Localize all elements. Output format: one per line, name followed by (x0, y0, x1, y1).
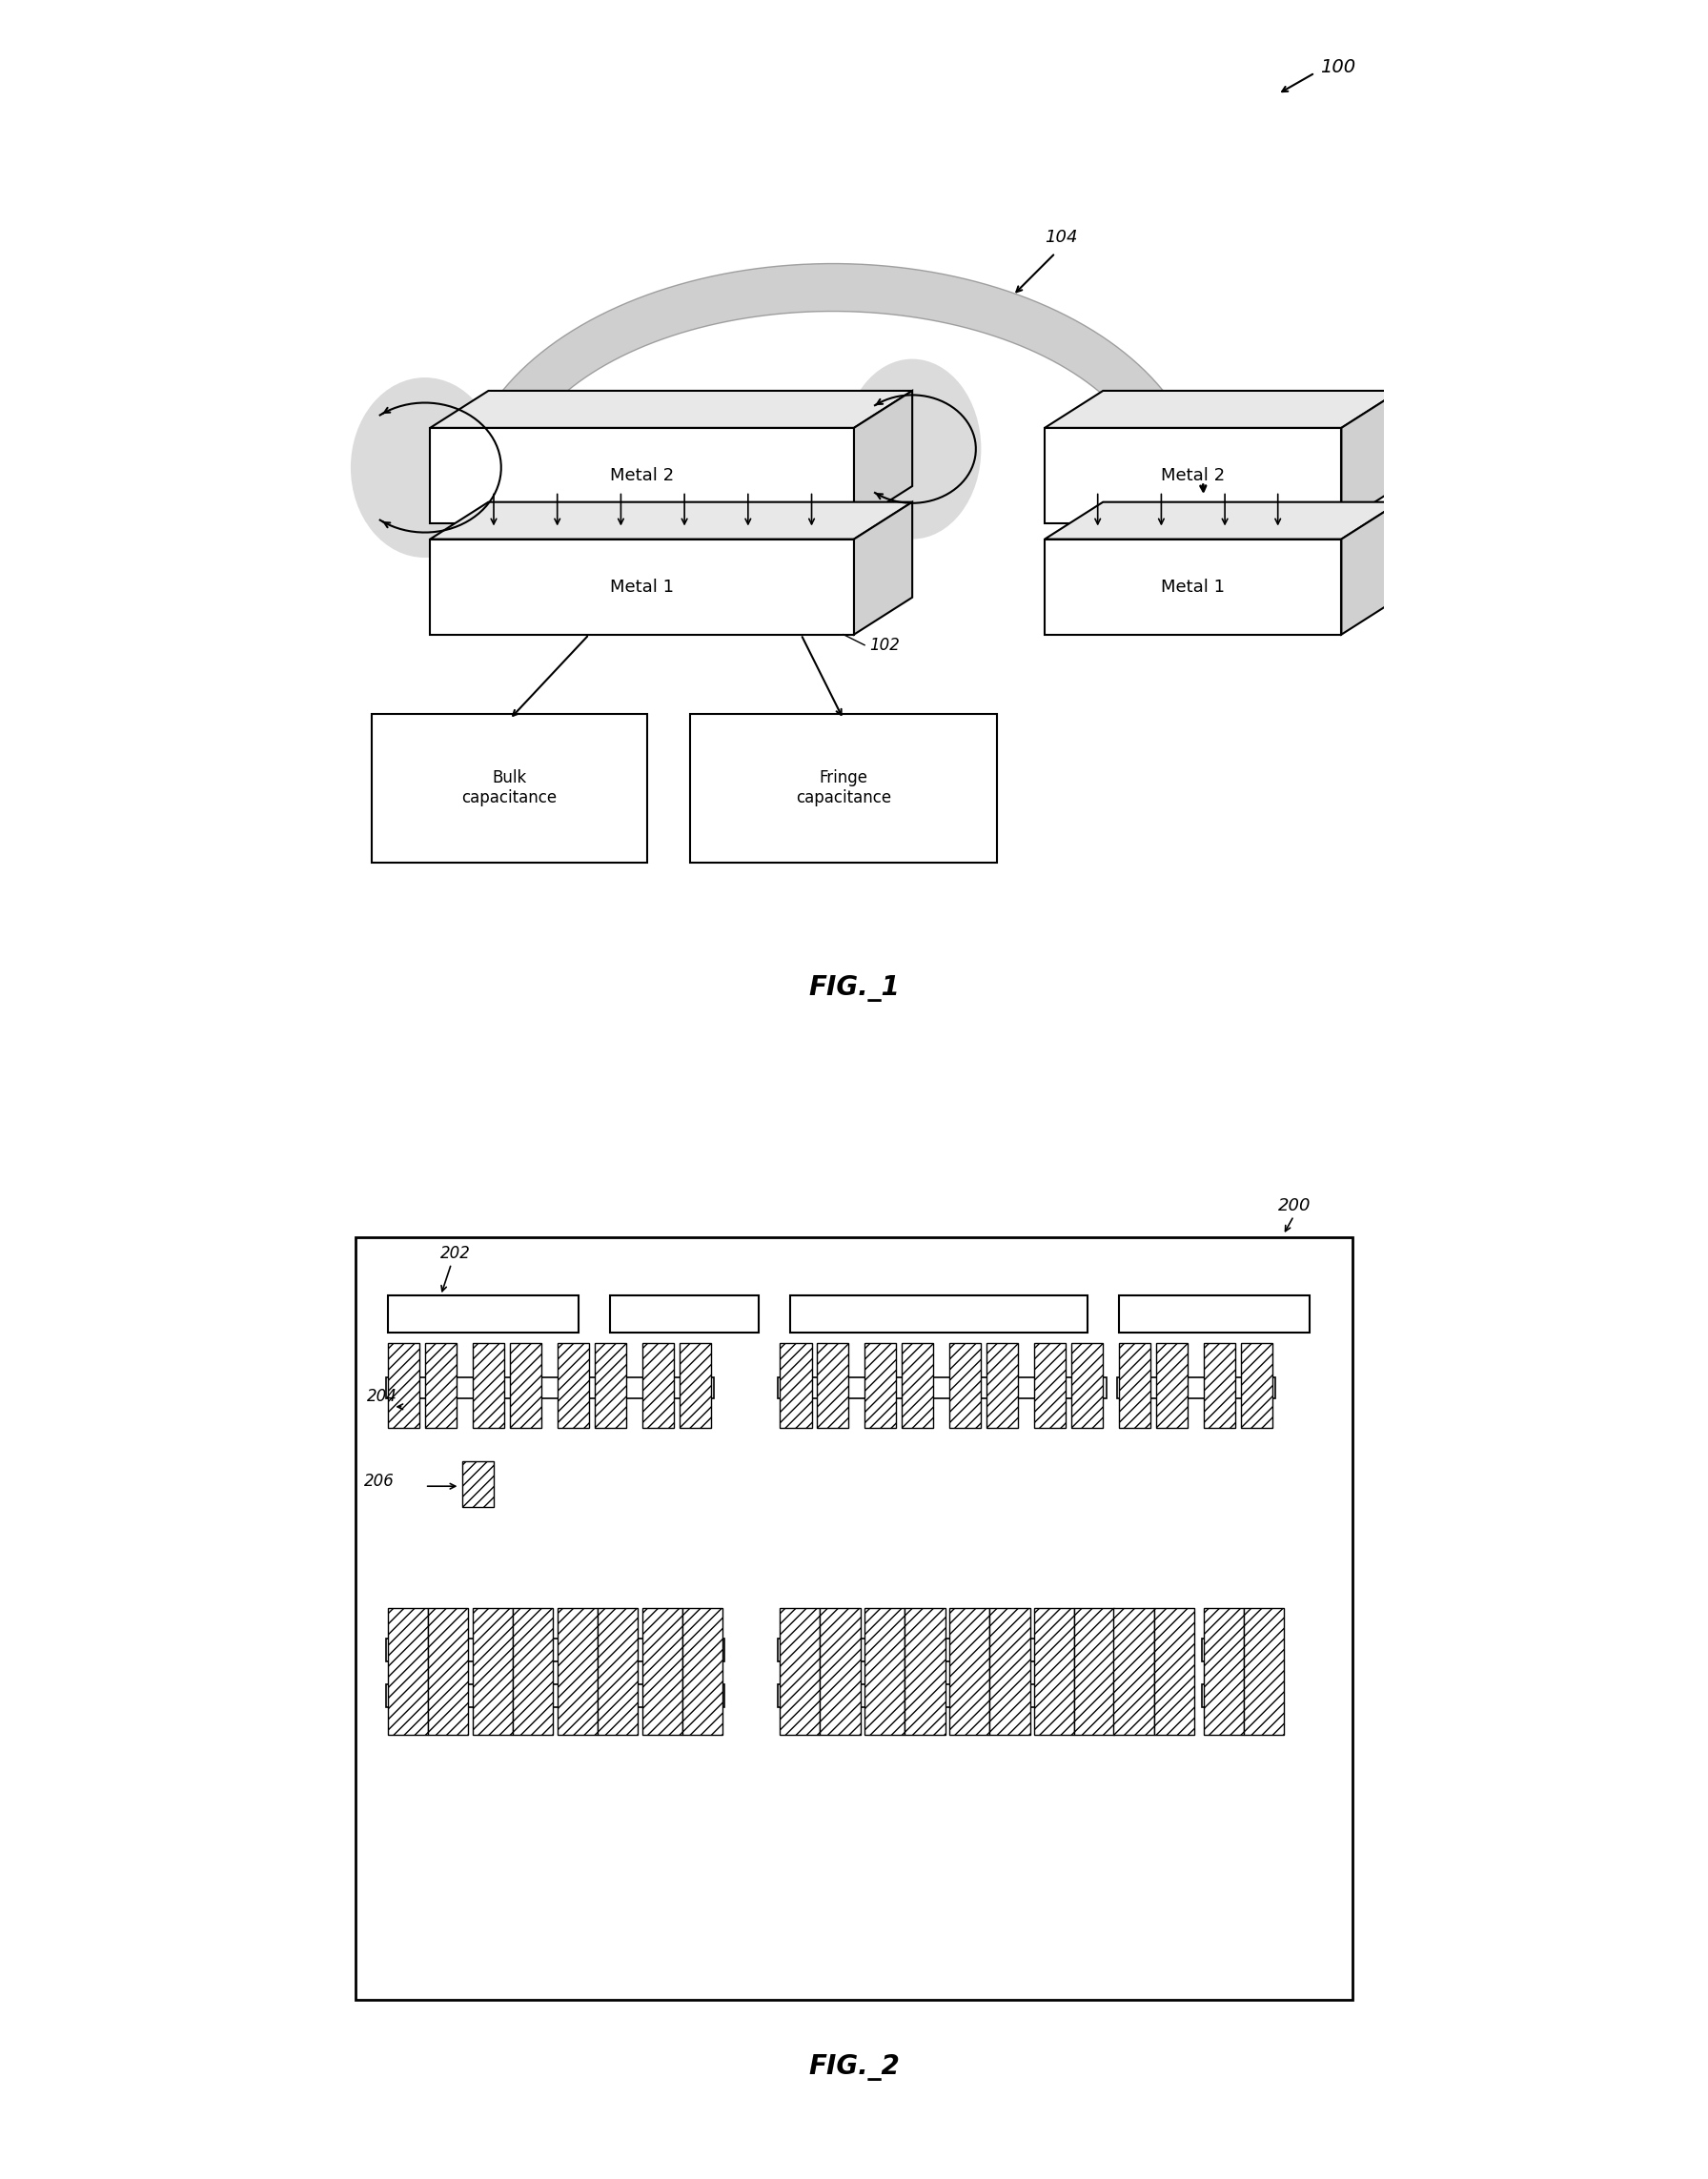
Bar (642, 1342, 675, 1427)
Bar (1119, 1342, 1151, 1427)
Bar (610, 1297, 758, 1334)
Text: FIG._2: FIG._2 (808, 2055, 900, 2081)
Text: 100: 100 (1320, 59, 1356, 76)
Bar (461, 1460, 494, 1508)
Bar (864, 1608, 905, 1734)
Polygon shape (854, 501, 912, 634)
Bar (642, 1608, 681, 1734)
Bar (950, 1342, 980, 1427)
Bar (1201, 1684, 1281, 1708)
Bar (681, 1608, 722, 1734)
Bar (388, 1297, 579, 1334)
Bar (1204, 1342, 1235, 1427)
Bar (1071, 1342, 1103, 1427)
Text: Metal 2: Metal 2 (1161, 466, 1225, 484)
Bar (386, 1639, 724, 1663)
Bar (473, 1342, 504, 1427)
Polygon shape (1045, 538, 1341, 634)
Bar (987, 1342, 1018, 1427)
Text: 102: 102 (869, 636, 900, 654)
Bar (388, 1608, 429, 1734)
Polygon shape (1341, 501, 1401, 634)
Text: FIG._1: FIG._1 (808, 974, 900, 1002)
Bar (680, 1342, 711, 1427)
Bar (1114, 1608, 1155, 1734)
FancyBboxPatch shape (372, 715, 647, 863)
Bar (557, 1608, 598, 1734)
Bar (781, 1608, 820, 1734)
FancyBboxPatch shape (355, 1238, 1353, 2000)
Bar (386, 1684, 724, 1708)
Bar (388, 1342, 420, 1427)
Bar (777, 1684, 1117, 1708)
Bar (905, 1608, 945, 1734)
Bar (864, 1342, 897, 1427)
Text: Metal 1: Metal 1 (610, 577, 675, 595)
Text: Fringe
capacitance: Fringe capacitance (796, 769, 892, 806)
Text: Metal 2: Metal 2 (610, 466, 675, 484)
Polygon shape (1045, 390, 1401, 427)
Bar (1033, 1608, 1074, 1734)
Bar (1155, 1608, 1194, 1734)
Bar (1119, 1297, 1310, 1334)
Polygon shape (430, 501, 912, 538)
Polygon shape (430, 538, 854, 634)
Bar (598, 1608, 637, 1734)
Bar (777, 1639, 1117, 1663)
Bar (820, 1608, 861, 1734)
Bar (386, 1377, 714, 1399)
Bar (512, 1608, 553, 1734)
Bar (1112, 1684, 1190, 1708)
Bar (1243, 1608, 1284, 1734)
Bar (816, 1342, 849, 1427)
Polygon shape (1045, 427, 1341, 523)
Polygon shape (1045, 501, 1401, 538)
Polygon shape (854, 390, 912, 523)
Bar (950, 1608, 989, 1734)
Bar (781, 1342, 811, 1427)
Bar (777, 1377, 1107, 1399)
Bar (473, 1608, 512, 1734)
Bar (1201, 1639, 1281, 1663)
FancyBboxPatch shape (690, 715, 997, 863)
Bar (1117, 1377, 1276, 1399)
Bar (425, 1342, 456, 1427)
Text: 206: 206 (364, 1473, 395, 1490)
Polygon shape (430, 427, 854, 523)
Bar (1156, 1342, 1187, 1427)
Bar (902, 1342, 934, 1427)
Polygon shape (430, 390, 912, 427)
Text: Bulk
capacitance: Bulk capacitance (461, 769, 557, 806)
Bar (1240, 1342, 1272, 1427)
Bar (557, 1342, 589, 1427)
Text: Metal 1: Metal 1 (1161, 577, 1225, 595)
Bar (429, 1608, 468, 1734)
Text: 200: 200 (1278, 1196, 1310, 1214)
Text: 202: 202 (441, 1244, 471, 1262)
Ellipse shape (844, 360, 980, 538)
Bar (594, 1342, 627, 1427)
Bar (791, 1297, 1086, 1334)
Bar (509, 1342, 541, 1427)
Polygon shape (461, 264, 1204, 497)
Bar (1033, 1342, 1066, 1427)
Bar (989, 1608, 1030, 1734)
Bar (1112, 1639, 1190, 1663)
Polygon shape (1341, 390, 1401, 523)
Ellipse shape (350, 377, 499, 558)
Text: 204: 204 (367, 1388, 396, 1405)
Bar (1074, 1608, 1115, 1734)
Text: 104: 104 (1045, 229, 1078, 246)
Bar (1204, 1608, 1243, 1734)
